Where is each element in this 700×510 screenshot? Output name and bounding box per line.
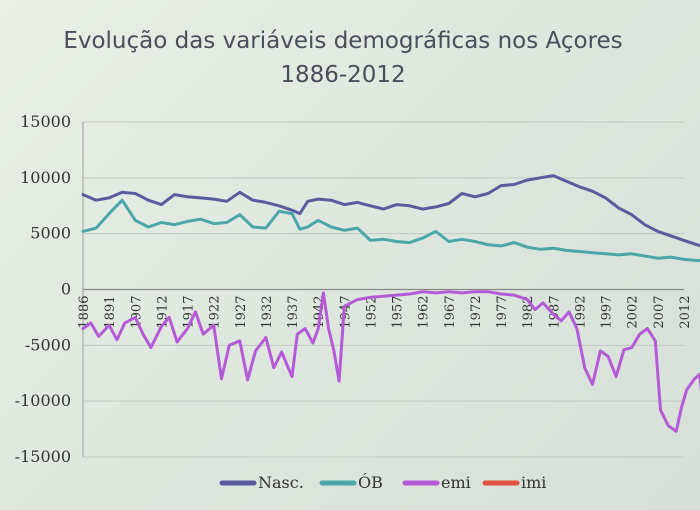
y-axis: 15000 10000 5000 0 -5000 -10000 -15000	[15, 112, 84, 466]
x-tick-label: 1977	[495, 295, 510, 328]
y-tick-label: 5000	[30, 224, 71, 243]
y-tick-label: -5000	[25, 335, 71, 354]
series-line-nasc	[81, 174, 700, 248]
legend-label: ÓB	[358, 472, 383, 492]
x-tick-label: 2002	[626, 296, 641, 329]
legend-label: emi	[441, 473, 471, 492]
x-tick-label: 1932	[260, 296, 275, 329]
y-tick-label: 0	[61, 280, 71, 299]
chart-subtitle-line: 1886-2012	[280, 62, 405, 88]
x-tick-label: 1992	[573, 296, 588, 329]
x-tick-label: 2007	[652, 296, 667, 329]
series-line-emi	[81, 290, 700, 433]
y-tick-label: -10000	[15, 391, 71, 410]
legend: Nasc. ÓB emi imi	[219, 472, 546, 492]
y-tick-label: 15000	[20, 112, 71, 131]
x-tick-label: 2012	[678, 296, 693, 329]
x-tick-label: 1952	[364, 296, 379, 329]
x-tick-label: 1886	[77, 296, 92, 329]
x-tick-label: 1967	[443, 296, 458, 329]
x-tick-label: 1937	[286, 296, 301, 329]
series-lines	[81, 174, 700, 433]
y-tick-label: 10000	[20, 168, 71, 187]
y-tick-label: -15000	[15, 447, 71, 466]
x-tick-label: 1982	[521, 296, 536, 329]
x-tick-label: 1997	[600, 296, 615, 329]
legend-label: imi	[521, 473, 546, 492]
chart-title-line: Evolução das variáveis demográficas nos …	[63, 28, 622, 54]
series-line-b	[81, 198, 700, 262]
x-tick-label: 1947	[338, 296, 353, 329]
x-tick-label: 1891	[103, 296, 118, 329]
x-tick-label: 1972	[469, 296, 484, 329]
x-tick-label: 1927	[234, 296, 249, 329]
x-tick-label: 1922	[208, 296, 223, 329]
legend-label: Nasc.	[258, 473, 304, 492]
x-tick-label: 1957	[391, 296, 406, 329]
x-tick-label: 1962	[417, 296, 432, 329]
chart-title: Evolução das variáveis demográficas nos …	[63, 28, 622, 88]
